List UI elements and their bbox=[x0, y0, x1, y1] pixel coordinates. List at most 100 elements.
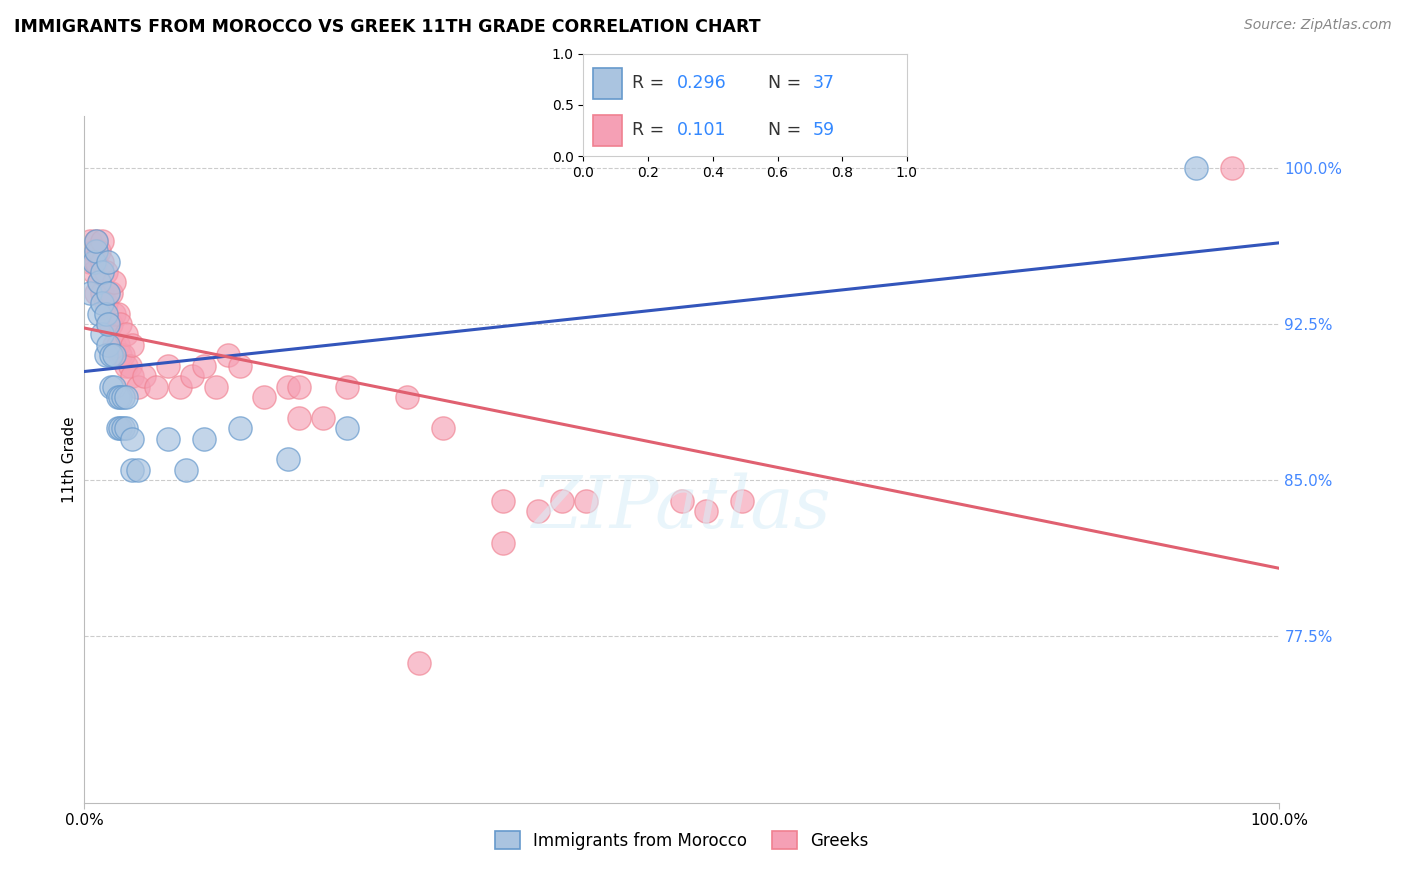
Point bbox=[107, 390, 129, 404]
Point bbox=[97, 254, 120, 268]
Point bbox=[86, 285, 108, 300]
Point bbox=[1220, 161, 1243, 175]
Point bbox=[83, 265, 105, 279]
Point bbox=[83, 254, 105, 268]
Point bbox=[229, 421, 252, 435]
Point bbox=[551, 494, 574, 508]
Text: ZIPatlas: ZIPatlas bbox=[531, 472, 832, 542]
Point bbox=[695, 504, 717, 518]
Point bbox=[97, 285, 120, 300]
Point bbox=[193, 359, 215, 373]
Point bbox=[97, 317, 120, 331]
Point bbox=[312, 410, 335, 425]
Point bbox=[110, 421, 132, 435]
Point bbox=[253, 390, 276, 404]
Text: IMMIGRANTS FROM MOROCCO VS GREEK 11TH GRADE CORRELATION CHART: IMMIGRANTS FROM MOROCCO VS GREEK 11TH GR… bbox=[14, 18, 761, 36]
Point bbox=[115, 421, 138, 435]
Point bbox=[91, 265, 114, 279]
Text: N =: N = bbox=[768, 121, 807, 139]
Point bbox=[100, 285, 122, 300]
Point bbox=[91, 296, 114, 310]
Point bbox=[229, 359, 252, 373]
Point bbox=[94, 348, 117, 362]
Point bbox=[86, 234, 108, 248]
Point bbox=[107, 421, 129, 435]
Text: R =: R = bbox=[633, 74, 669, 92]
Text: Source: ZipAtlas.com: Source: ZipAtlas.com bbox=[1244, 18, 1392, 32]
Point bbox=[288, 410, 311, 425]
Bar bbox=[593, 115, 623, 145]
Point bbox=[107, 338, 129, 352]
Point bbox=[79, 234, 101, 248]
Point bbox=[111, 421, 134, 435]
Point bbox=[110, 390, 132, 404]
Text: 59: 59 bbox=[813, 121, 835, 139]
Y-axis label: 11th Grade: 11th Grade bbox=[62, 416, 77, 503]
Point bbox=[575, 494, 598, 508]
Text: R =: R = bbox=[633, 121, 669, 139]
Text: N =: N = bbox=[768, 74, 807, 92]
Point bbox=[87, 276, 110, 290]
Point bbox=[127, 463, 149, 477]
Point bbox=[217, 348, 239, 362]
Point bbox=[277, 452, 299, 467]
Point bbox=[103, 379, 125, 393]
Bar bbox=[593, 68, 623, 99]
Point bbox=[115, 327, 138, 342]
Point bbox=[110, 317, 132, 331]
Point bbox=[181, 369, 204, 384]
Point bbox=[145, 379, 167, 393]
Point bbox=[396, 390, 419, 404]
Point bbox=[492, 535, 515, 549]
Point bbox=[86, 244, 108, 259]
Point bbox=[87, 244, 110, 259]
Point bbox=[115, 390, 138, 404]
Point bbox=[110, 348, 132, 362]
Point bbox=[91, 285, 114, 300]
Point bbox=[87, 307, 110, 321]
Point bbox=[94, 307, 117, 321]
Point bbox=[103, 338, 125, 352]
Point bbox=[91, 254, 114, 268]
Point bbox=[121, 369, 143, 384]
Point bbox=[527, 504, 550, 518]
Point bbox=[157, 359, 180, 373]
Point bbox=[79, 285, 101, 300]
Point bbox=[86, 254, 108, 268]
Point bbox=[277, 379, 299, 393]
Point bbox=[118, 359, 141, 373]
Point bbox=[1185, 161, 1208, 175]
Point bbox=[115, 359, 138, 373]
Legend: Immigrants from Morocco, Greeks: Immigrants from Morocco, Greeks bbox=[488, 825, 876, 856]
Point bbox=[79, 254, 101, 268]
Point bbox=[111, 390, 134, 404]
Point bbox=[97, 338, 120, 352]
Point bbox=[336, 379, 359, 393]
Point bbox=[671, 494, 693, 508]
Point bbox=[83, 244, 105, 259]
Point bbox=[94, 265, 117, 279]
Point bbox=[103, 276, 125, 290]
Point bbox=[97, 317, 120, 331]
Point bbox=[492, 494, 515, 508]
Point bbox=[731, 494, 754, 508]
Point bbox=[121, 432, 143, 446]
Point bbox=[91, 234, 114, 248]
Point bbox=[86, 234, 108, 248]
Point bbox=[174, 463, 197, 477]
Text: 37: 37 bbox=[813, 74, 835, 92]
Point bbox=[336, 421, 359, 435]
Point bbox=[100, 348, 122, 362]
Point bbox=[157, 432, 180, 446]
Point bbox=[121, 463, 143, 477]
Point bbox=[169, 379, 191, 393]
Point bbox=[205, 379, 228, 393]
Point bbox=[193, 432, 215, 446]
Text: 0.296: 0.296 bbox=[678, 74, 727, 92]
Point bbox=[127, 379, 149, 393]
Text: 0.101: 0.101 bbox=[678, 121, 727, 139]
Point bbox=[103, 348, 125, 362]
Point bbox=[103, 307, 125, 321]
Point bbox=[94, 296, 117, 310]
Point bbox=[288, 379, 311, 393]
